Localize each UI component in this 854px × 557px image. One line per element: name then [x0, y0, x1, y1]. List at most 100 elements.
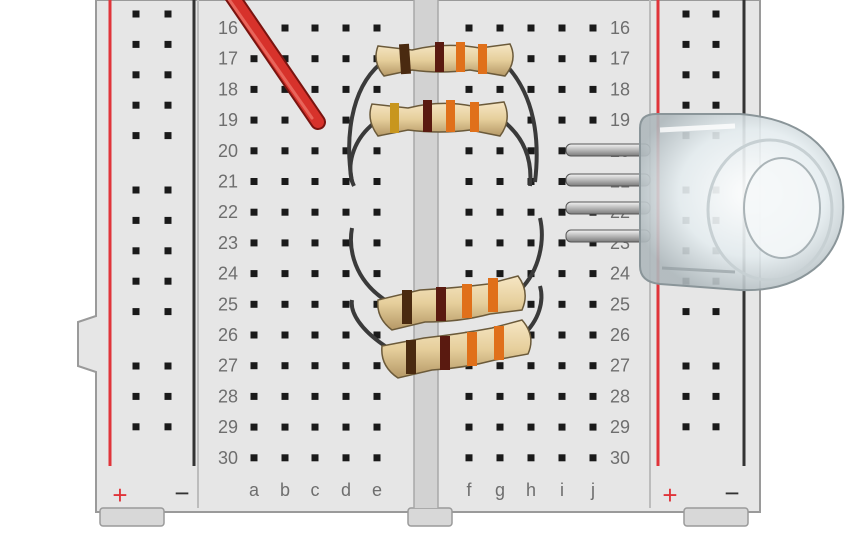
breadboard-hole [250, 147, 258, 155]
breadboard-hole [558, 178, 566, 185]
breadboard-hole [496, 239, 504, 247]
breadboard-hole [311, 178, 319, 185]
row-label-left: 26 [218, 325, 238, 345]
breadboard-hole [465, 178, 473, 185]
rail-hole [132, 10, 140, 18]
breadboard-hole [465, 270, 473, 278]
board-foot-right [683, 507, 749, 527]
breadboard-hole [311, 85, 319, 93]
breadboard-hole [558, 24, 566, 32]
row-label-left: 17 [218, 49, 238, 69]
rail-hole [164, 277, 172, 285]
row-labels-left: 16 17 18 19 20 21 22 23 24 25 26 27 28 29 30 [218, 18, 238, 468]
row-label-left: 21 [218, 172, 238, 192]
rail-hole [132, 132, 140, 140]
breadboard-hole [281, 454, 289, 462]
breadboard-hole [342, 116, 350, 124]
led-pin-2 [565, 173, 651, 187]
breadboard-hole [558, 270, 566, 278]
row-label-right: 19 [610, 110, 630, 130]
breadboard-hole [311, 362, 319, 370]
row-label-left: 22 [218, 202, 238, 222]
breadboard-hole [465, 147, 473, 155]
breadboard-hole [342, 85, 350, 93]
breadboard-hole [281, 331, 289, 339]
row-label-left: 25 [218, 294, 238, 314]
breadboard-hole [527, 116, 535, 124]
breadboard-hole [311, 55, 319, 63]
breadboard-hole [281, 239, 289, 247]
right-minus-symbol: − [724, 478, 739, 508]
breadboard-hole [496, 24, 504, 32]
breadboard-hole [465, 85, 473, 93]
rail-hole [132, 247, 140, 255]
breadboard-hole [281, 300, 289, 308]
breadboard-hole [250, 178, 258, 185]
breadboard-hole [527, 392, 535, 400]
breadboard-hole [281, 24, 289, 32]
breadboard-hole [342, 24, 350, 32]
breadboard-hole [496, 208, 504, 216]
column-label-h: h [526, 480, 536, 500]
breadboard-hole [558, 423, 566, 431]
breadboard-hole [496, 392, 504, 400]
rail-hole [712, 40, 720, 48]
rail-hole [164, 132, 172, 140]
breadboard-hole [250, 331, 258, 339]
breadboard-hole [373, 85, 381, 93]
rail-hole [164, 40, 172, 48]
rail-hole [712, 101, 720, 109]
breadboard-hole [527, 300, 535, 308]
breadboard-hole [311, 331, 319, 339]
breadboard-hole [527, 85, 535, 93]
led-pin-4 [565, 229, 651, 243]
column-label-b: b [280, 480, 290, 500]
row-label-right: 17 [610, 49, 630, 69]
breadboard-hole [373, 423, 381, 431]
breadboard-hole [342, 300, 350, 308]
row-label-left: 29 [218, 417, 238, 437]
breadboard-hole [465, 392, 473, 400]
rgb-led [565, 113, 845, 292]
led-pin-3 [565, 201, 651, 215]
column-label-c: c [311, 480, 320, 500]
breadboard-hole [527, 55, 535, 63]
breadboard-hole [342, 55, 350, 63]
row-label-right: 30 [610, 448, 630, 468]
breadboard-body [77, 0, 761, 527]
rail-hole [164, 308, 172, 316]
breadboard-hole [589, 392, 597, 400]
row-label-right: 18 [610, 79, 630, 99]
row-label-right: 26 [610, 325, 630, 345]
breadboard-hole [589, 423, 597, 431]
breadboard-hole [558, 362, 566, 370]
right-plus-symbol: + [662, 480, 677, 510]
row-label-right: 25 [610, 294, 630, 314]
breadboard-hole [558, 147, 566, 155]
breadboard-hole [281, 116, 289, 124]
breadboard-hole [558, 55, 566, 63]
breadboard-hole [496, 178, 504, 185]
breadboard-hole [373, 24, 381, 32]
breadboard-hole [311, 147, 319, 155]
row-label-right: 28 [610, 386, 630, 406]
rail-hole [132, 71, 140, 79]
row-label-left: 19 [218, 110, 238, 130]
row-label-left: 16 [218, 18, 238, 38]
rail-hole [712, 362, 720, 370]
breadboard-hole [373, 270, 381, 278]
rail-hole [682, 10, 690, 18]
breadboard-hole [250, 362, 258, 370]
breadboard-hole [496, 147, 504, 155]
breadboard-hole [527, 331, 535, 339]
breadboard-hole [250, 270, 258, 278]
rail-hole [164, 101, 172, 109]
rail-hole [682, 423, 690, 431]
breadboard-hole [465, 208, 473, 216]
breadboard-hole [465, 24, 473, 32]
breadboard-hole [558, 331, 566, 339]
breadboard-hole [250, 300, 258, 308]
board-foot-left [99, 507, 165, 527]
breadboard-hole [342, 423, 350, 431]
breadboard-hole [558, 300, 566, 308]
